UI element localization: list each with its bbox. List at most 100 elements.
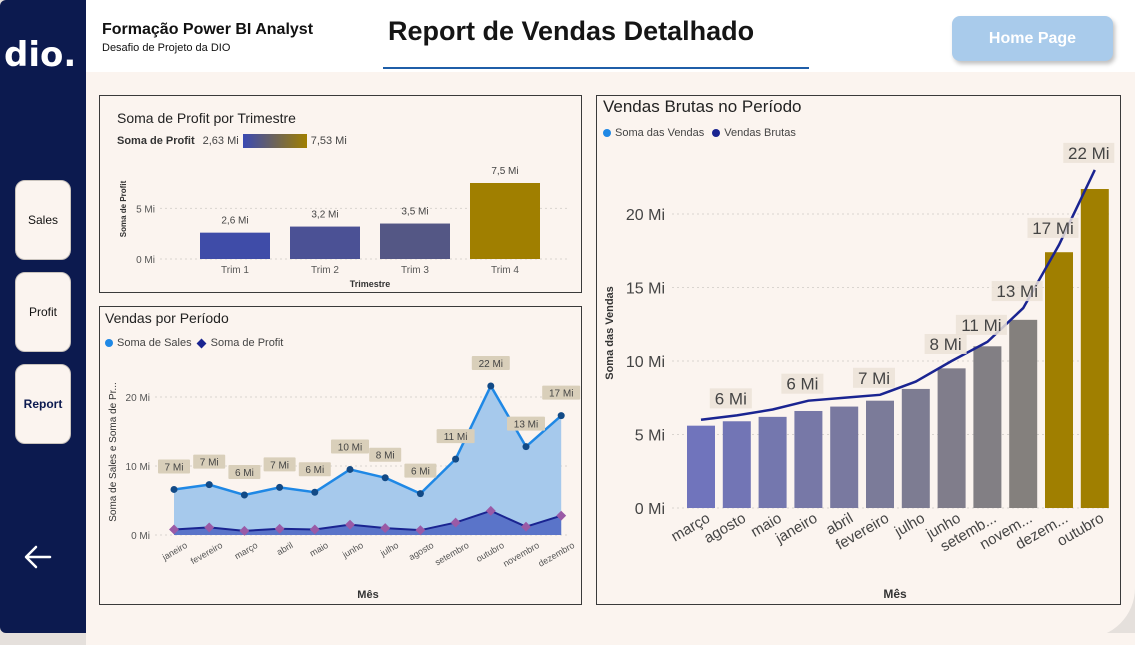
bar [1080, 189, 1109, 508]
data-label-box [193, 454, 226, 469]
data-label-box [781, 373, 824, 394]
profit-legend-label: Soma de Profit [117, 135, 195, 147]
data-label-box [228, 464, 261, 479]
profit-point [204, 522, 215, 533]
data-label-box [369, 447, 402, 462]
nav-profit-button[interactable]: Profit [15, 272, 71, 352]
y-tick-label: 0 Mi [131, 531, 150, 542]
x-tick-label: junho [340, 540, 365, 560]
periodo-area-chart: 0 Mi 10 Mi 20 Mi 7 Mi 7 Mi 6 Mi 7 Mi 6 Mi 10 Mi 8… [108, 355, 581, 601]
data-label: 13 Mi [996, 282, 1038, 301]
sales-legend-dot-icon [105, 339, 113, 347]
nav-report-label: Report [23, 397, 63, 411]
nav-sales-button[interactable]: Sales [15, 180, 71, 260]
data-label: 6 Mi [715, 389, 747, 408]
data-label-box [331, 439, 369, 454]
report-title: Report de Vendas Detalhado [388, 16, 755, 46]
sales-point [487, 382, 495, 390]
y-tick-label: 0 Mi [635, 501, 665, 518]
y-tick-label: 20 Mi [126, 393, 150, 404]
sales-line [173, 383, 563, 497]
bar [380, 223, 450, 259]
data-label-box [991, 281, 1043, 302]
data-label-box [158, 459, 190, 474]
x-tick-label: Trim 2 [311, 265, 339, 276]
data-label-box [542, 385, 581, 400]
logo-text: dio. [4, 38, 76, 70]
sales-point [346, 465, 354, 473]
profit-legend-max: 7,53 Mi [310, 135, 347, 147]
sales-point [240, 491, 248, 499]
profit-point [556, 510, 567, 521]
profit-chart-title: Soma de Profit por Trimestre [117, 110, 296, 126]
periodo-legend-sales: Soma de Sales [117, 337, 192, 349]
y-tick-label: 15 Mi [626, 281, 665, 298]
x-tick-label: novembro [501, 540, 541, 569]
y-tick-label: 5 Mi [136, 204, 155, 215]
brutas-legend-dot-icon [712, 129, 721, 137]
x-tick-label: janeiro [160, 540, 189, 563]
brutas-legend-vendas: Soma das Vendas [615, 127, 705, 139]
profit-line [173, 509, 562, 532]
course-title: Formação Power BI Analyst [102, 21, 314, 38]
profit-legend-min: 2,63 Mi [202, 135, 239, 147]
x-tick-label: fevereiro [189, 540, 224, 566]
x-axis-title: Trimestre [350, 279, 391, 289]
brutas-legend-brutas: Vendas Brutas [724, 127, 796, 139]
bar [687, 425, 715, 508]
data-label-box [298, 462, 331, 477]
bar [830, 406, 859, 508]
data-label-box [924, 334, 967, 354]
y-tick-label: 20 Mi [626, 207, 665, 224]
periodo-legend-profit: Soma de Profit [210, 337, 284, 349]
vendas-legend-dot-icon [603, 129, 611, 137]
data-label: 6 Mi [411, 467, 430, 478]
data-label: 17 Mi [549, 389, 573, 400]
profit-gradient-legend: Soma de Profit 2,63 Mi 7,53 Mi [117, 134, 347, 148]
data-label-box [404, 463, 437, 478]
data-label: 22 Mi [479, 359, 503, 370]
sales-point [205, 481, 213, 489]
data-label-box [709, 388, 752, 409]
profit-bar-chart: 0 Mi 5 Mi 2,6 Mi Trim 1 3,2 Mi Trim 2 3,5 Mi Tr… [119, 166, 570, 289]
sales-area [174, 385, 562, 535]
x-tick-label: agosto [701, 510, 749, 547]
x-axis-title: Mês [883, 587, 907, 601]
bar [973, 346, 1002, 508]
data-label-box [1063, 142, 1115, 163]
data-label: 11 Mi [961, 316, 1001, 335]
data-label-box [471, 355, 510, 370]
data-label: 8 Mi [376, 451, 395, 462]
x-tick-label: Trim 1 [221, 265, 249, 276]
bar [1045, 252, 1073, 508]
back-arrow-icon[interactable] [22, 541, 54, 573]
sales-point [416, 490, 424, 498]
vendas-periodo-panel: Vendas por Período Soma de Sales Soma de… [99, 306, 582, 605]
y-axis-title: Soma de Profit [119, 180, 128, 237]
nav-profit-label: Profit [28, 305, 57, 319]
profit-point [521, 521, 531, 532]
data-label-box [955, 314, 1007, 335]
data-label: 6 Mi [786, 375, 818, 394]
x-axis-title: Mês [357, 589, 378, 601]
x-tick-label: julho [378, 540, 400, 559]
data-label: 11 Mi [444, 432, 468, 443]
sales-point [170, 485, 178, 493]
data-label: 13 Mi [514, 420, 538, 431]
dio-logo: dio. [4, 38, 76, 70]
y-tick-label: 10 Mi [626, 354, 665, 371]
home-page-button[interactable]: Home Page [952, 16, 1113, 61]
sales-point [452, 455, 460, 463]
data-label-box [436, 429, 475, 444]
nav-report-button[interactable]: Report [15, 364, 71, 444]
sales-point [557, 412, 565, 420]
data-label: 8 Mi [930, 335, 962, 354]
bar [794, 410, 823, 508]
bar [1009, 319, 1038, 508]
sales-point [522, 443, 530, 451]
bar [866, 400, 894, 508]
data-label: 22 Mi [1068, 144, 1110, 163]
data-label-box [1027, 217, 1079, 238]
profit-area [174, 510, 562, 535]
